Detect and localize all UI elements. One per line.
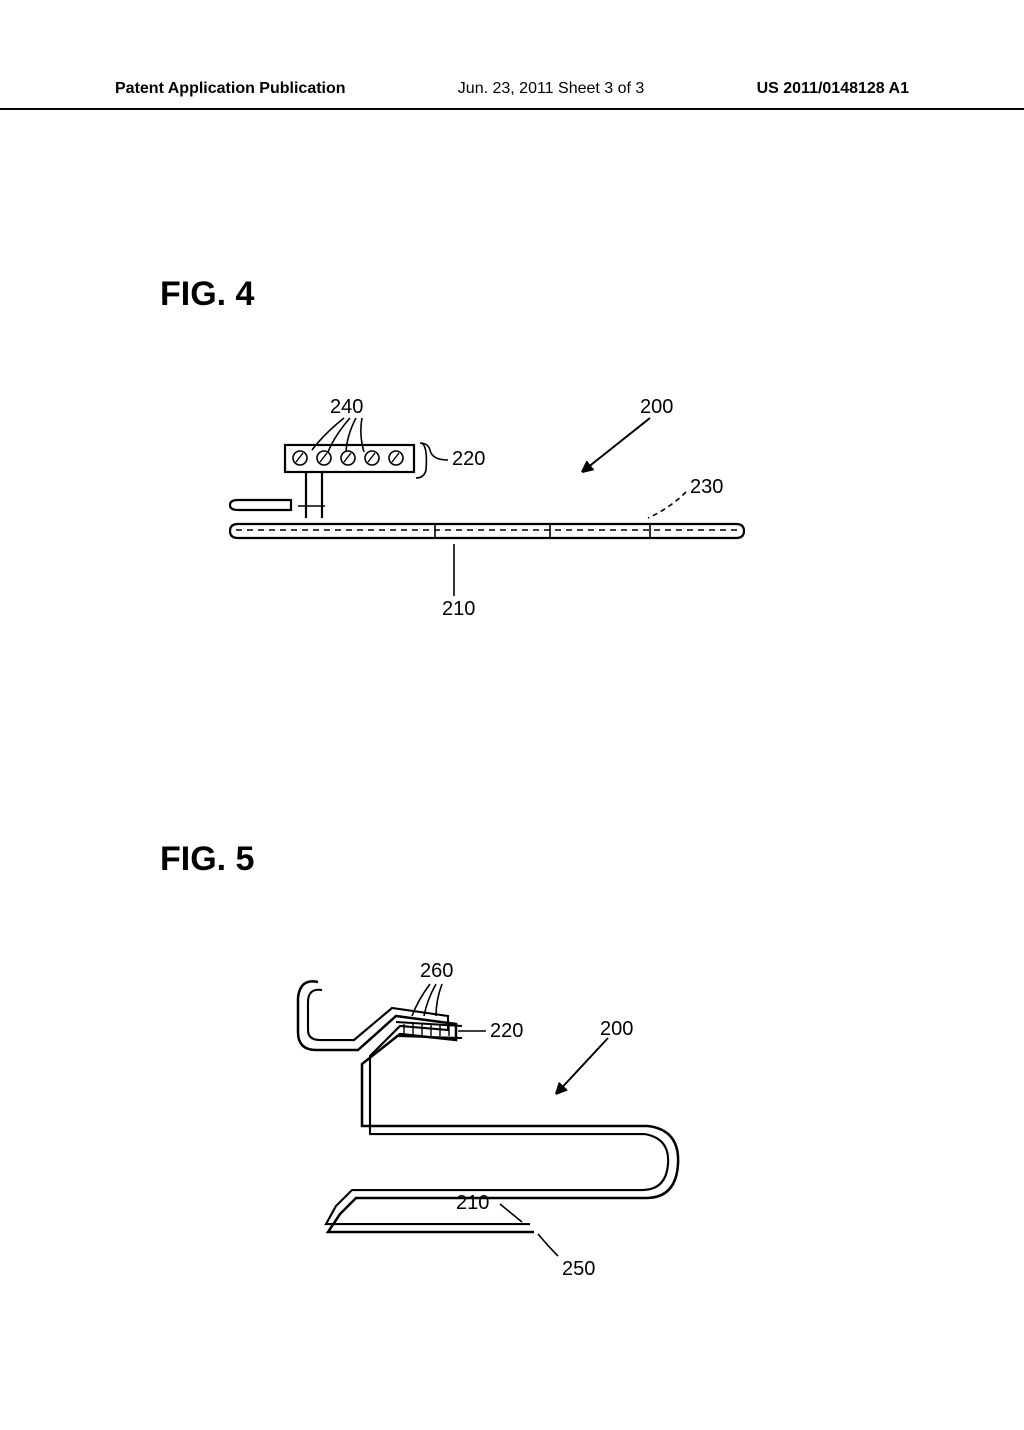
header-right: US 2011/0148128 A1 xyxy=(757,80,909,98)
page-header: Patent Application Publication Jun. 23, … xyxy=(0,0,1024,110)
fig4-drawing xyxy=(0,110,1024,1430)
header-center: Jun. 23, 2011 Sheet 3 of 3 xyxy=(458,80,645,98)
header-left: Patent Application Publication xyxy=(115,80,346,98)
